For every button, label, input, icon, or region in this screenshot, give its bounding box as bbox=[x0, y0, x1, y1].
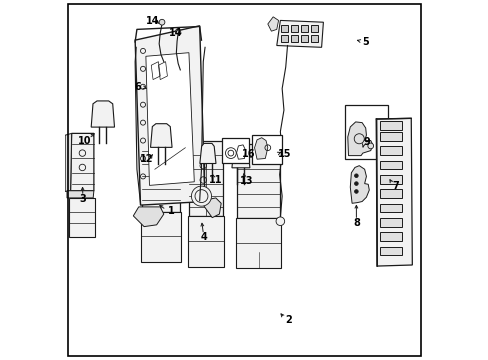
FancyArrowPatch shape bbox=[281, 314, 283, 317]
Bar bbox=[344, 105, 387, 159]
Polygon shape bbox=[236, 218, 281, 268]
Polygon shape bbox=[376, 118, 411, 266]
Polygon shape bbox=[231, 146, 249, 168]
FancyArrowPatch shape bbox=[212, 175, 214, 178]
Text: 15: 15 bbox=[278, 149, 291, 159]
FancyArrowPatch shape bbox=[389, 180, 392, 183]
Text: 14: 14 bbox=[145, 17, 159, 27]
FancyArrowPatch shape bbox=[362, 144, 365, 147]
Bar bbox=[290, 36, 297, 42]
Text: 6: 6 bbox=[134, 82, 141, 92]
Text: 2: 2 bbox=[285, 315, 291, 325]
FancyArrowPatch shape bbox=[155, 20, 158, 23]
Bar bbox=[301, 36, 307, 42]
Circle shape bbox=[276, 217, 284, 226]
Polygon shape bbox=[67, 191, 94, 198]
Polygon shape bbox=[203, 198, 221, 218]
Polygon shape bbox=[91, 101, 114, 127]
Bar bbox=[379, 161, 401, 169]
FancyArrowPatch shape bbox=[277, 152, 280, 155]
FancyArrowPatch shape bbox=[201, 223, 203, 232]
Text: 13: 13 bbox=[240, 176, 253, 186]
Bar bbox=[379, 189, 401, 198]
Text: 14: 14 bbox=[168, 28, 182, 38]
Bar bbox=[301, 26, 307, 32]
Bar bbox=[379, 204, 401, 212]
Text: 4: 4 bbox=[201, 232, 207, 242]
FancyArrowPatch shape bbox=[160, 206, 163, 208]
Polygon shape bbox=[69, 198, 94, 237]
Text: 9: 9 bbox=[362, 137, 369, 147]
Polygon shape bbox=[187, 216, 224, 267]
Polygon shape bbox=[267, 17, 278, 31]
Circle shape bbox=[191, 186, 211, 206]
Circle shape bbox=[159, 19, 164, 25]
Text: 5: 5 bbox=[362, 37, 368, 46]
Bar bbox=[379, 232, 401, 241]
FancyArrowPatch shape bbox=[243, 174, 245, 177]
FancyArrowPatch shape bbox=[81, 188, 84, 193]
Polygon shape bbox=[347, 122, 372, 156]
Polygon shape bbox=[133, 207, 163, 226]
Polygon shape bbox=[142, 137, 180, 212]
Text: 12: 12 bbox=[140, 154, 153, 164]
Polygon shape bbox=[135, 26, 204, 205]
Circle shape bbox=[354, 190, 357, 193]
FancyArrowPatch shape bbox=[142, 86, 146, 89]
Polygon shape bbox=[200, 143, 216, 163]
Polygon shape bbox=[276, 21, 323, 47]
Polygon shape bbox=[254, 138, 267, 159]
Circle shape bbox=[354, 182, 357, 185]
Bar bbox=[379, 146, 401, 155]
Polygon shape bbox=[150, 124, 172, 147]
Bar bbox=[379, 132, 401, 140]
Text: 3: 3 bbox=[80, 194, 86, 204]
Bar bbox=[310, 36, 317, 42]
Bar bbox=[222, 138, 249, 163]
Polygon shape bbox=[70, 134, 94, 191]
FancyArrowPatch shape bbox=[149, 155, 152, 158]
FancyArrowPatch shape bbox=[357, 40, 360, 42]
Bar bbox=[281, 36, 287, 42]
FancyArrowPatch shape bbox=[91, 134, 94, 137]
Text: 10: 10 bbox=[78, 136, 91, 145]
Circle shape bbox=[175, 29, 180, 34]
Polygon shape bbox=[145, 53, 194, 185]
Bar bbox=[379, 121, 401, 130]
Bar bbox=[379, 247, 401, 255]
Polygon shape bbox=[349, 166, 368, 203]
FancyArrowPatch shape bbox=[354, 206, 357, 217]
Text: 7: 7 bbox=[392, 181, 398, 191]
Text: 11: 11 bbox=[209, 175, 222, 185]
FancyArrowPatch shape bbox=[178, 32, 181, 36]
Bar bbox=[281, 26, 287, 32]
Text: 8: 8 bbox=[352, 218, 359, 228]
Bar bbox=[251, 135, 282, 164]
Bar bbox=[379, 175, 401, 184]
Polygon shape bbox=[237, 144, 280, 218]
Polygon shape bbox=[188, 140, 223, 216]
Text: 1: 1 bbox=[167, 206, 174, 216]
Circle shape bbox=[367, 143, 373, 149]
Polygon shape bbox=[141, 212, 180, 262]
Polygon shape bbox=[65, 134, 72, 192]
Circle shape bbox=[354, 174, 357, 177]
Text: 16: 16 bbox=[242, 149, 255, 159]
Bar bbox=[379, 218, 401, 226]
Bar bbox=[290, 26, 297, 32]
Bar bbox=[310, 26, 317, 32]
